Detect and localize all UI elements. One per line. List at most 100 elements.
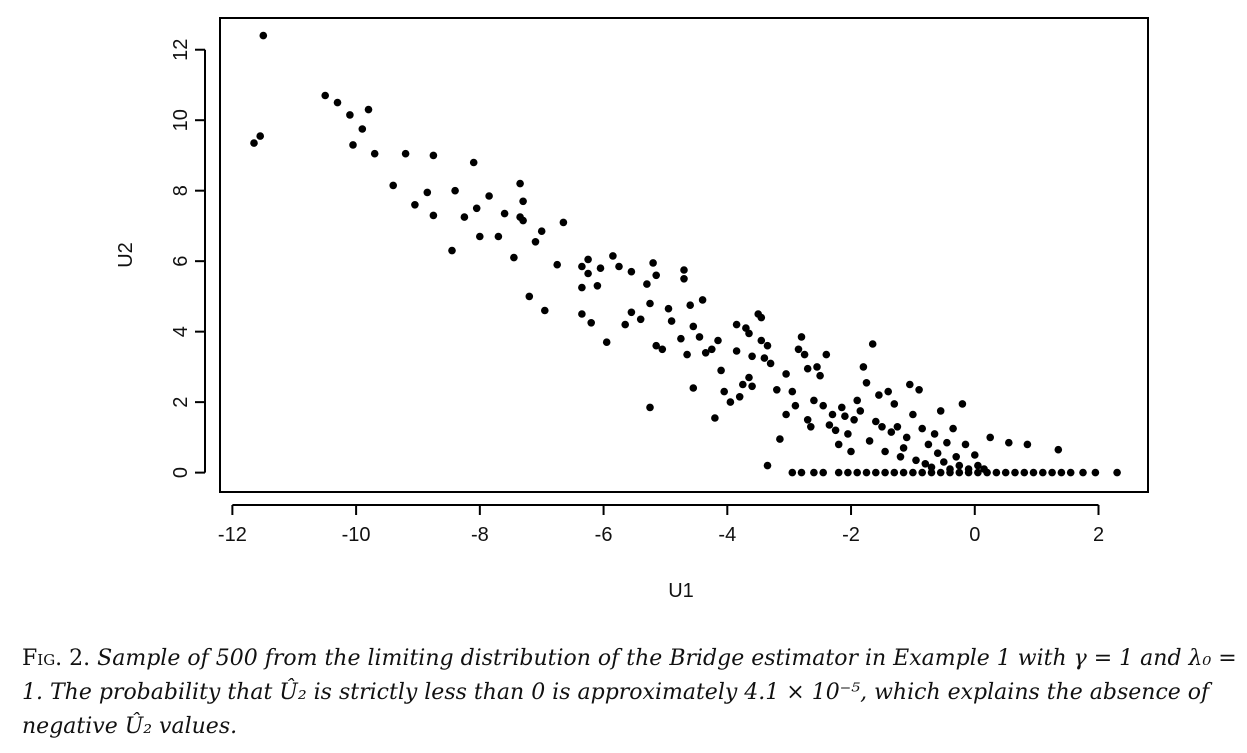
data-point	[924, 440, 933, 449]
data-point	[472, 204, 481, 213]
data-point	[364, 105, 373, 114]
data-point	[711, 414, 719, 422]
data-point	[893, 423, 902, 431]
x-tick-label: 2	[1093, 524, 1104, 546]
data-point	[946, 468, 954, 477]
data-point	[1039, 468, 1047, 477]
data-point	[958, 400, 967, 408]
data-point	[757, 336, 766, 345]
data-point	[813, 363, 821, 371]
data-point	[844, 430, 852, 438]
data-point	[627, 267, 636, 276]
data-point	[918, 468, 926, 477]
data-point	[974, 468, 982, 477]
data-point	[862, 468, 871, 477]
data-point	[735, 393, 744, 401]
data-point	[961, 440, 970, 449]
data-point	[698, 296, 707, 304]
x-axis: -12 -10 -8 -6 -4 -2 0 2	[218, 504, 1104, 546]
data-point	[909, 468, 917, 477]
data-point	[537, 227, 546, 235]
data-point	[831, 426, 840, 435]
data-point	[680, 266, 688, 274]
data-point	[872, 468, 880, 477]
data-point	[936, 468, 945, 477]
x-tick-label: -8	[471, 524, 489, 546]
data-point	[810, 468, 818, 477]
data-point	[423, 188, 432, 197]
data-point	[411, 201, 419, 209]
data-point	[429, 151, 438, 160]
data-point	[927, 468, 936, 477]
data-point	[834, 440, 843, 449]
data-point	[259, 31, 268, 40]
data-point	[1020, 468, 1029, 477]
data-point	[1005, 438, 1013, 447]
data-point	[584, 255, 592, 264]
data-point	[816, 371, 824, 380]
data-point	[797, 333, 806, 341]
data-point	[615, 262, 623, 271]
data-point	[720, 387, 728, 396]
y-axis-title: U2	[115, 242, 137, 268]
data-point	[346, 111, 354, 119]
data-point	[485, 192, 493, 200]
data-points	[250, 31, 1121, 477]
data-point	[726, 398, 735, 406]
data-point	[717, 366, 725, 375]
data-point	[955, 461, 964, 470]
data-point	[763, 341, 772, 350]
data-point	[519, 216, 527, 225]
data-point	[1113, 468, 1121, 477]
data-point	[525, 292, 534, 301]
data-point	[553, 260, 561, 269]
data-point	[745, 373, 753, 382]
y-axis: 0 2 4 6 8 10 12	[170, 39, 206, 478]
data-point	[791, 401, 800, 410]
figure-label: Fig. 2.	[22, 646, 91, 671]
data-point	[358, 125, 367, 133]
y-tick-label: 2	[170, 397, 192, 408]
y-tick-label: 6	[170, 256, 192, 267]
data-point	[1079, 468, 1087, 477]
data-point	[933, 449, 942, 458]
data-point	[652, 271, 660, 280]
data-point	[983, 468, 991, 477]
data-point	[788, 468, 797, 477]
data-point	[822, 350, 831, 359]
data-point	[1011, 468, 1019, 477]
data-point	[819, 468, 827, 477]
data-point	[1091, 468, 1100, 477]
data-point	[862, 379, 871, 387]
data-point	[915, 386, 923, 394]
data-point	[584, 269, 592, 278]
data-point	[782, 370, 790, 378]
data-point	[847, 447, 855, 456]
data-point	[541, 306, 549, 315]
data-point	[658, 345, 667, 354]
data-point	[872, 417, 880, 426]
data-point	[646, 299, 654, 308]
data-point	[887, 428, 896, 436]
data-point	[992, 468, 1001, 477]
x-tick-label: -6	[595, 524, 613, 546]
data-point	[596, 264, 605, 273]
data-point	[732, 320, 741, 329]
data-point	[936, 407, 945, 415]
data-point	[448, 246, 456, 255]
x-tick-label: 0	[969, 524, 980, 546]
data-point	[844, 468, 852, 477]
data-point	[766, 359, 775, 368]
data-point	[853, 468, 861, 477]
data-point	[921, 460, 930, 468]
data-point	[578, 262, 586, 271]
data-point	[841, 412, 849, 421]
data-point	[646, 403, 654, 412]
data-point	[621, 320, 629, 329]
data-point	[800, 350, 809, 359]
data-point	[930, 430, 939, 438]
data-point	[943, 438, 951, 447]
data-point	[899, 468, 908, 477]
data-point	[370, 149, 379, 158]
data-point	[760, 354, 769, 362]
